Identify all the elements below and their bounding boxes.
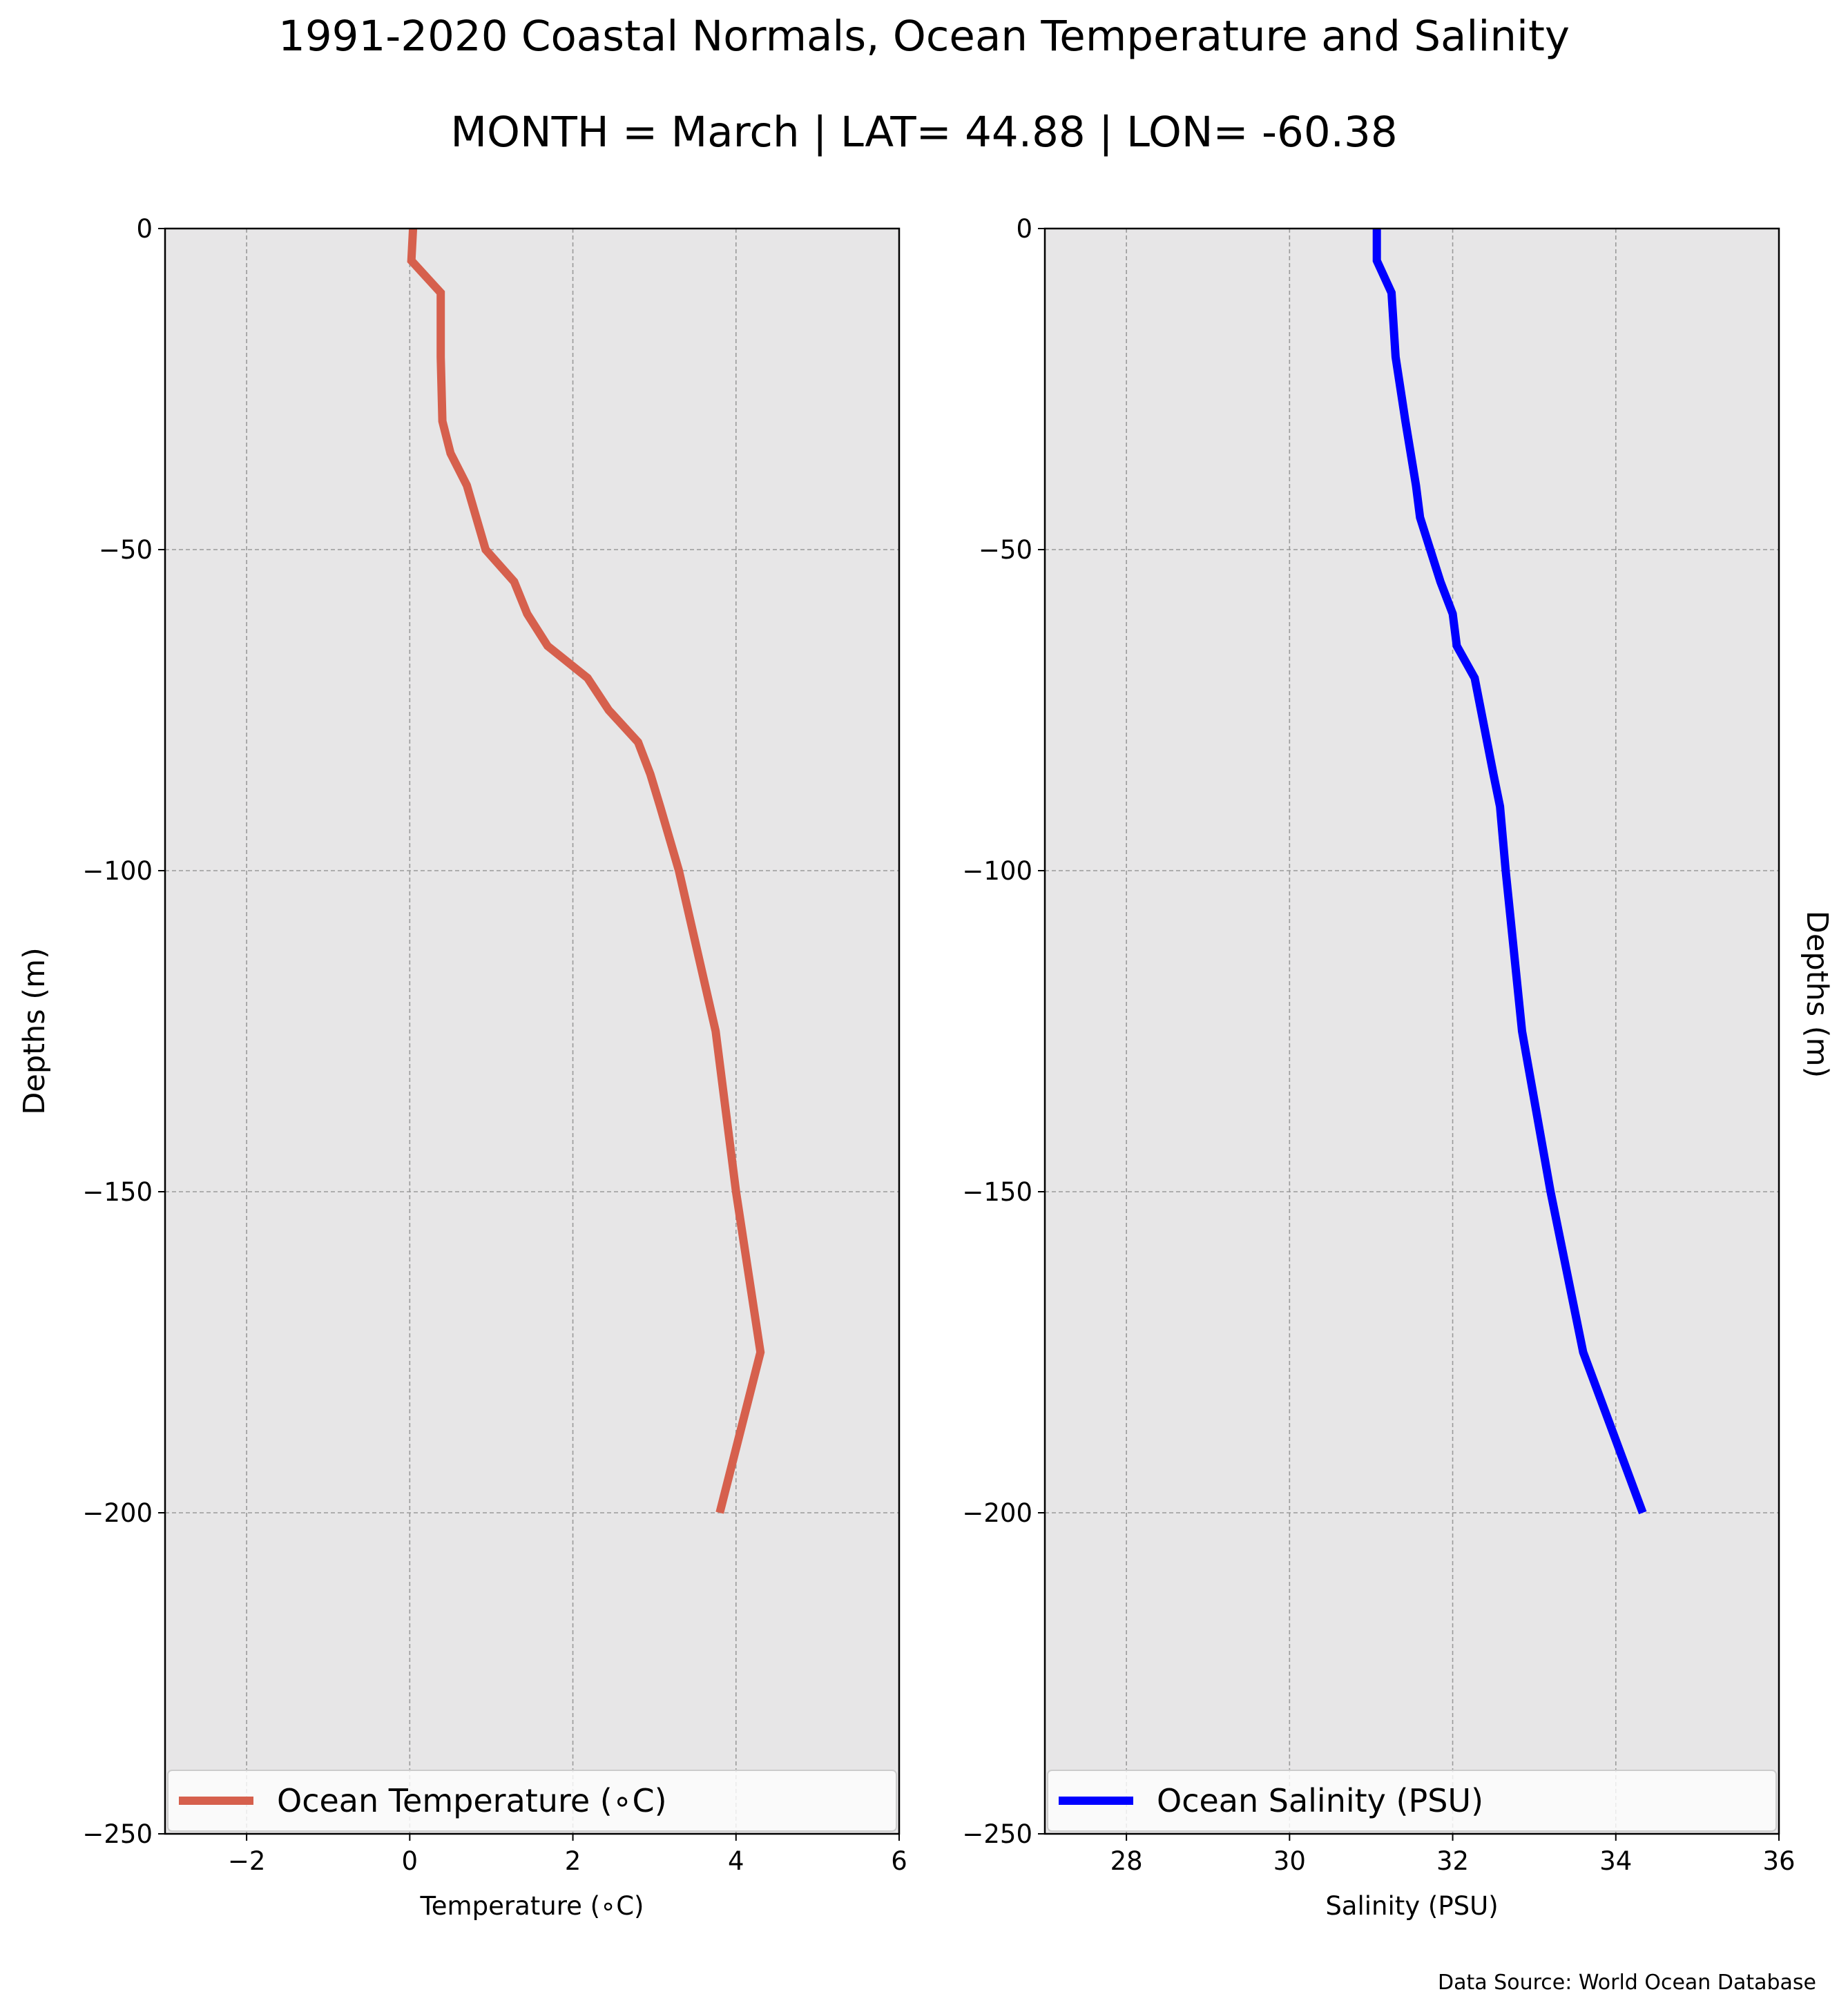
x-tick-label: 34 [1599,1846,1632,1876]
y-tick-label: −200 [82,1498,153,1528]
x-tick-label: 2 [565,1846,581,1876]
y-tick-label: −100 [82,856,153,886]
y-axis-label-right: Depths (m) [1800,911,1834,1078]
legend-label: Ocean Salinity (PSU) [1157,1782,1483,1819]
y-tick-label: −100 [962,856,1032,886]
y-tick-label: 0 [1016,214,1032,244]
y-tick-label: −50 [979,535,1032,565]
salinity-panel: 28 30 32 34 36 0 −50 −100 −150 −200 −250 Salinity (… [962,214,1795,1921]
temperature-panel: −2 0 2 4 6 0 −50 −100 −150 −200 −250 Temperature (∘… [17,214,907,1921]
axes-frame [164,227,901,1835]
series-line-0 [407,228,765,1514]
y-tick-label: −150 [82,1177,153,1207]
legend-label: Ocean Temperature (∘C) [277,1782,667,1819]
x-tick-label: 6 [891,1846,907,1876]
y-tick-label: −150 [962,1177,1032,1207]
y-tick-label: −50 [99,535,153,565]
x-tick-label: 28 [1110,1846,1143,1876]
x-axis-label: Temperature (∘C) [419,1891,644,1921]
y-tick-label: −250 [962,1819,1032,1849]
chart-subtitle: MONTH = March | LAT= 44.88 | LON= -60.38 [450,108,1397,157]
x-tick-label: 0 [402,1846,418,1876]
x-axis-label: Salinity (PSU) [1325,1891,1498,1921]
y-tick-label: −250 [82,1819,153,1849]
x-tick-label: 36 [1762,1846,1795,1876]
y-tick-label: 0 [136,214,153,244]
legend-box [1047,1770,1777,1832]
series-line-0 [1372,229,1647,1515]
x-tick-label: 4 [728,1846,744,1876]
y-tick-label: −200 [962,1498,1032,1528]
legend-box [167,1770,897,1832]
legend: Ocean Salinity (PSU) [1047,1770,1777,1832]
plot-background [165,229,899,1834]
legend: Ocean Temperature (∘C) [167,1770,897,1832]
x-tick-label: −2 [228,1846,266,1876]
y-axis-label: Depths (m) [17,947,52,1114]
data-source-note: Data Source: World Ocean Database [1438,1971,1816,1995]
chart-title: 1991-2020 Coastal Normals, Ocean Tempera… [278,12,1570,61]
x-tick-label: 30 [1273,1846,1306,1876]
axes-frame [1043,227,1780,1835]
plot-background [1045,229,1779,1834]
x-tick-label: 32 [1436,1846,1469,1876]
